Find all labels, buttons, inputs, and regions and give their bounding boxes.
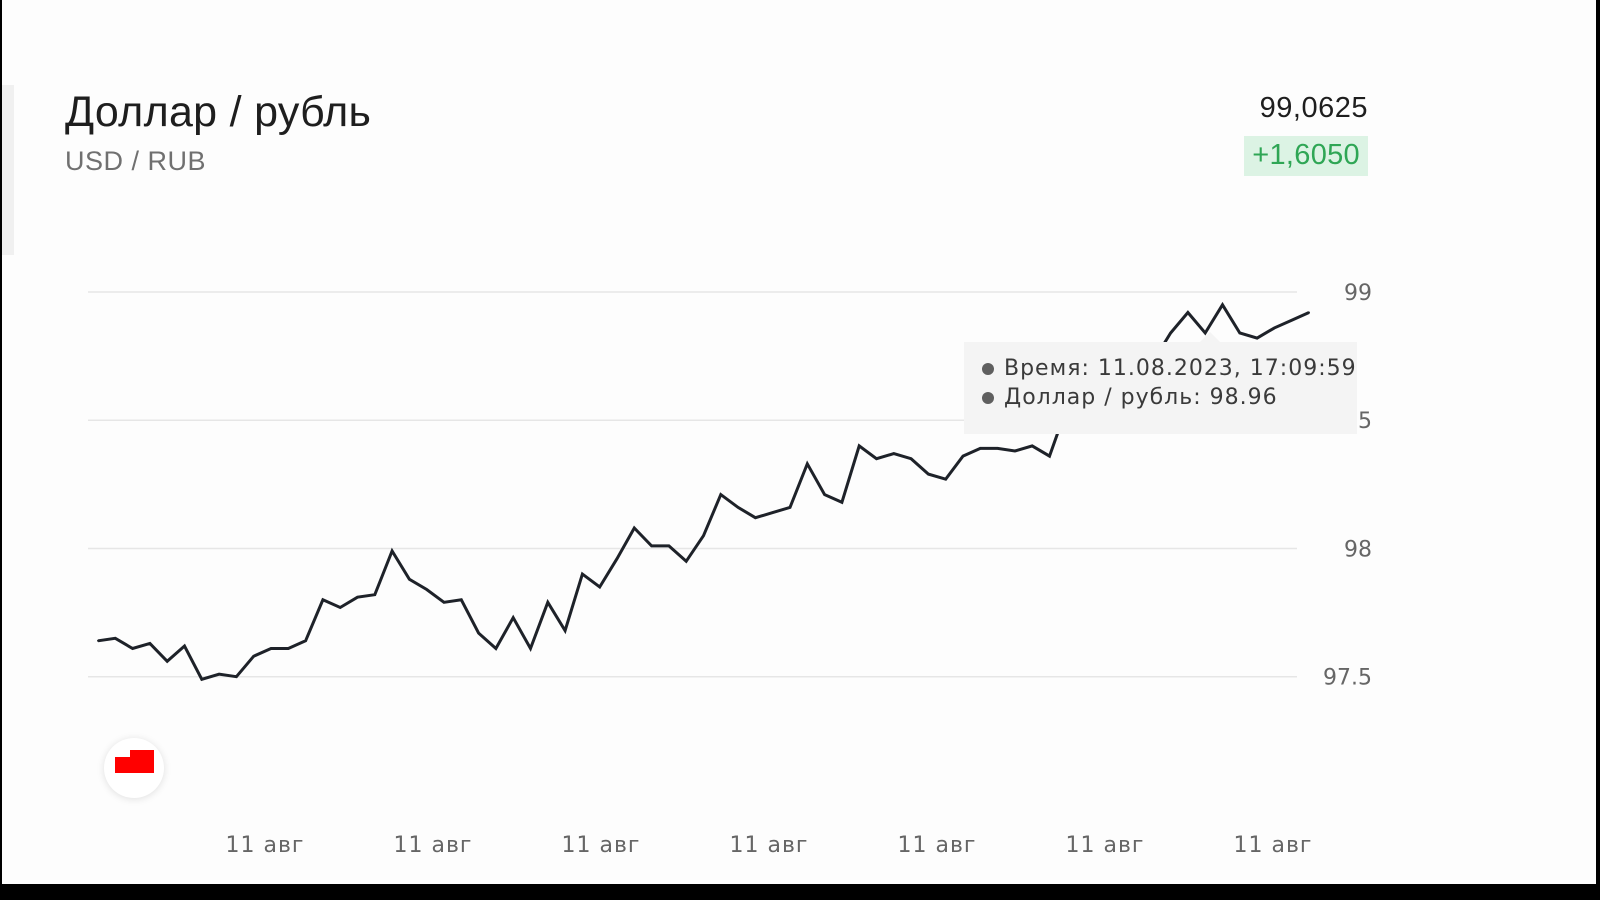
x-tick-label: 11 авг: [1234, 833, 1313, 858]
red-flag-icon: [115, 757, 154, 773]
y-tick-label: 97.5: [1323, 666, 1372, 691]
tooltip-series-value: 98.96: [1209, 385, 1278, 410]
data-point: [304, 639, 307, 642]
tooltip-value-row: Доллар / рубль: 98.96: [982, 383, 1339, 412]
data-point: [114, 637, 117, 640]
current-price: 99,0625: [1259, 92, 1368, 124]
data-point: [685, 560, 688, 563]
data-point: [927, 473, 930, 476]
tooltip-series-label: Доллар / рубль: [1004, 385, 1194, 410]
data-point: [996, 447, 999, 450]
page-title: Доллар / рубль: [65, 88, 372, 136]
data-point: [148, 642, 151, 645]
data-point: [1290, 319, 1293, 322]
x-tick-label: 11 авг: [226, 833, 305, 858]
data-point: [200, 678, 203, 681]
data-point: [373, 593, 376, 596]
x-tick-label: 11 авг: [730, 833, 809, 858]
data-point: [287, 647, 290, 650]
data-point: [962, 455, 964, 458]
data-point: [1256, 337, 1259, 340]
red-flag-icon-top: [130, 750, 154, 760]
data-point: [391, 550, 394, 552]
data-point: [771, 511, 774, 514]
left-edge-panel: [2, 85, 14, 255]
data-point: [979, 447, 982, 450]
data-point: [131, 647, 134, 650]
data-point: [183, 645, 186, 647]
data-point: [702, 534, 705, 537]
flag-button[interactable]: [104, 738, 164, 798]
data-point: [719, 493, 722, 496]
data-point: [840, 501, 843, 504]
data-point: [944, 478, 947, 481]
bullet-icon: [982, 363, 994, 375]
data-point: [1273, 326, 1276, 329]
y-tick-label: 98: [1344, 537, 1372, 562]
data-point: [270, 647, 272, 650]
data-point: [546, 601, 549, 604]
chart-card: Доллар / рубль USD / RUB 99,0625 +1,6050…: [2, 0, 1596, 884]
data-point: [1031, 444, 1034, 447]
data-point: [1048, 455, 1051, 458]
x-tick-label: 11 авг: [562, 833, 641, 858]
data-point: [166, 660, 169, 663]
data-point: [321, 598, 324, 601]
data-point: [460, 598, 463, 601]
data-point: [529, 647, 532, 650]
data-point: [633, 527, 636, 529]
data-point: [823, 493, 826, 496]
data-point: [356, 596, 359, 599]
x-tick-label: 11 авг: [1066, 833, 1145, 858]
data-point: [1221, 303, 1224, 306]
data-point: [789, 506, 791, 509]
data-point: [737, 506, 740, 509]
data-point: [892, 452, 895, 455]
data-point: [339, 606, 342, 609]
data-point: [581, 573, 584, 576]
data-point: [1013, 450, 1016, 452]
data-point: [252, 655, 255, 658]
tooltip-caret: [1200, 332, 1220, 342]
tooltip-time-label: Время: [1004, 356, 1082, 381]
data-point: [858, 444, 861, 447]
x-tick-label: 11 авг: [898, 833, 977, 858]
data-point: [477, 632, 480, 635]
tooltip-time-row: Время: 11.08.2023, 17:09:59: [982, 354, 1356, 383]
data-point: [754, 516, 757, 519]
data-point: [218, 673, 221, 676]
data-point: [1238, 332, 1241, 334]
data-point: [598, 586, 601, 588]
data-point: [616, 557, 618, 560]
tooltip-time-value: 11.08.2023, 17:09:59: [1097, 356, 1357, 381]
data-point: [910, 457, 913, 460]
data-point: [667, 544, 670, 547]
data-point: [564, 629, 567, 632]
data-point: [806, 462, 809, 465]
chart-tooltip: Время: 11.08.2023, 17:09:59 Доллар / руб…: [964, 332, 1357, 434]
price-change-badge: +1,6050: [1244, 136, 1368, 176]
data-point: [1169, 332, 1172, 334]
data-point: [97, 639, 99, 642]
data-point: [494, 647, 497, 650]
x-tick-label: 11 авг: [394, 833, 473, 858]
data-point: [512, 616, 515, 619]
data-point: [408, 578, 411, 581]
data-point: [235, 675, 238, 678]
ticker-subtitle: USD / RUB: [65, 146, 207, 176]
bullet-icon: [982, 392, 994, 404]
y-tick-label: 99: [1344, 281, 1372, 306]
data-point: [1308, 311, 1310, 314]
data-point: [425, 588, 428, 591]
data-point: [1186, 311, 1189, 314]
data-point: [650, 544, 653, 547]
data-point: [443, 601, 445, 604]
data-point: [875, 457, 878, 460]
